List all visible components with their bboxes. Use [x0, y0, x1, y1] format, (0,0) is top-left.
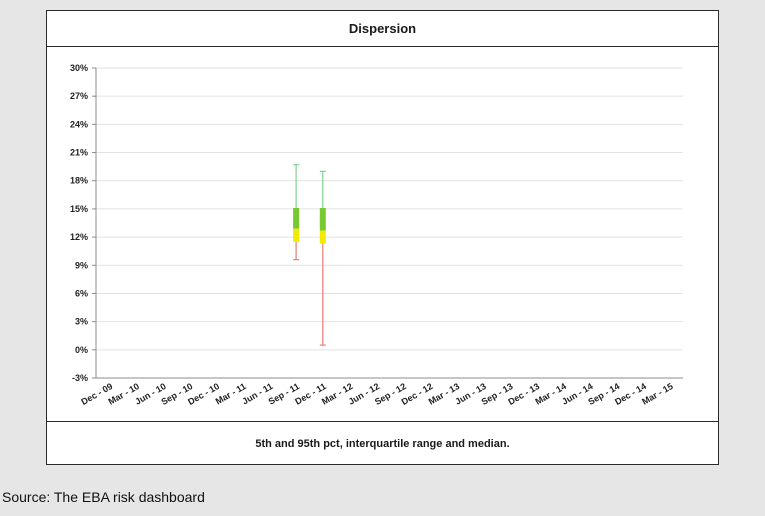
y-tick-label: -3%: [72, 373, 88, 383]
chart-svg: 30%27%24%21%18%15%12%9%6%3%0%-3%Dec - 09…: [70, 63, 683, 407]
lower-quartile-box: [319, 230, 326, 244]
y-tick-label: 30%: [70, 63, 88, 73]
plot-area: 30% 27% 24% 21% 18% 15% 12% 9% 6% 3% 0% -3% Dec - 09…: [47, 47, 718, 421]
y-tick-label: 27%: [70, 91, 88, 101]
lower-quartile-box: [293, 228, 300, 242]
y-tick-label: 24%: [70, 119, 88, 129]
chart-panel: Dispersion 30% 27% 24% 21% 18% 15% 12% 9% 6% 3% 0%…: [46, 10, 719, 465]
y-tick-label: 18%: [70, 176, 88, 186]
y-tick-label: 15%: [70, 204, 88, 214]
chart-footnote: 5th and 95th pct, interquartile range an…: [47, 421, 718, 466]
y-tick-label: 12%: [70, 232, 88, 242]
y-tick-label: 0%: [75, 345, 88, 355]
source-caption: Source: The EBA risk dashboard: [2, 489, 205, 505]
y-tick-label: 6%: [75, 288, 88, 298]
upper-quartile-box: [293, 207, 300, 229]
y-tick-label: 21%: [70, 148, 88, 158]
chart-title: Dispersion: [47, 11, 718, 47]
x-tick-label: Mar - 15: [640, 381, 674, 407]
y-tick-label: 9%: [75, 260, 88, 270]
y-tick-label: 3%: [75, 317, 88, 327]
upper-quartile-box: [319, 207, 326, 231]
